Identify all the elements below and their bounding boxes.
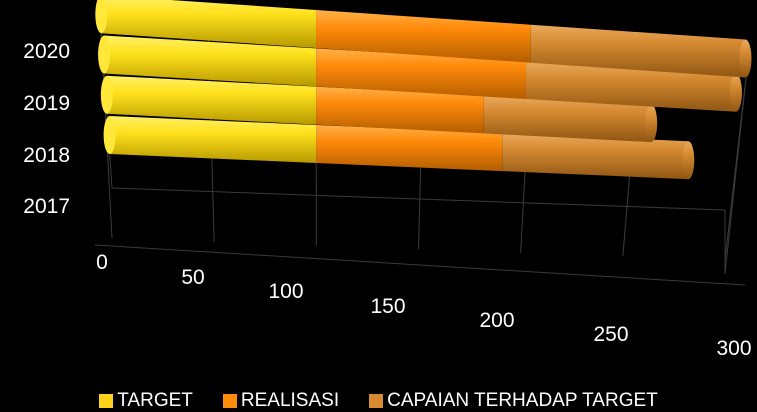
legend-label-capaian: CAPAIAN TERHADAP TARGET xyxy=(387,389,658,411)
bar-2018-capaian-terhadap-target xyxy=(526,61,736,112)
bar-start-cap-2020 xyxy=(103,116,116,154)
legend-swatch-target xyxy=(99,393,114,408)
bar-start-cap-2018 xyxy=(98,35,111,74)
x-tick-label-50: 50 xyxy=(181,266,204,289)
legend-label-realisasi: REALISASI xyxy=(240,389,340,411)
bar-end-cap-2018 xyxy=(729,73,742,112)
bar-2019-realisasi xyxy=(316,86,484,134)
x-tick-label-150: 150 xyxy=(370,295,405,318)
gridline-300 xyxy=(724,59,749,261)
legend-item-realisasi: REALISASI xyxy=(222,389,340,412)
x-tick-label-300: 300 xyxy=(716,337,751,360)
legend-item-target: TARGET xyxy=(99,390,193,412)
legend-swatch-realisasi xyxy=(222,393,237,408)
chart: 2017 2018 2019 2020 0 50 100 150 200 250 300 xyxy=(23,0,752,360)
floor-front-edge xyxy=(94,244,746,286)
x-tick-label-0: 0 xyxy=(96,251,108,274)
bar-2020-target xyxy=(109,116,317,163)
bar-start-cap-2019 xyxy=(100,75,113,114)
bar-2020-capaian-terhadap-target xyxy=(502,133,689,180)
bars xyxy=(95,0,752,180)
bar-2018-target xyxy=(104,35,317,87)
legend-swatch-capaian xyxy=(369,393,384,408)
y-tick-label-2020: 2020 xyxy=(23,40,70,63)
bar-2018-realisasi xyxy=(316,48,527,100)
bar-start-cap-2017 xyxy=(95,0,108,34)
y-tick-label-2017: 2017 xyxy=(23,195,70,218)
x-tick-label-200: 200 xyxy=(479,309,514,332)
y-tick-label-2018: 2018 xyxy=(23,144,70,167)
y-axis-labels: 2017 2018 2019 2020 xyxy=(23,40,70,218)
bar-2017-target xyxy=(101,0,317,48)
legend-item-capaian: CAPAIAN TERHADAP TARGET xyxy=(369,390,658,412)
bar-2020-realisasi xyxy=(316,125,503,172)
x-axis-labels: 0 50 100 150 200 250 300 xyxy=(96,251,751,360)
bar-end-cap-2020 xyxy=(682,141,695,180)
bar-2019-capaian-terhadap-target xyxy=(483,95,652,143)
bar-2017-capaian-terhadap-target xyxy=(530,24,746,78)
bar-2017-realisasi xyxy=(316,10,531,63)
x-tick-label-250: 250 xyxy=(593,323,628,346)
legend: TARGET REALISASI CAPAIAN TERHADAP TARGET xyxy=(0,389,757,412)
bar-end-cap-2019 xyxy=(645,104,658,143)
bar-2019-target xyxy=(106,75,317,125)
bar-end-cap-2017 xyxy=(739,39,752,78)
y-tick-label-2019: 2019 xyxy=(23,92,70,115)
legend-label-target: TARGET xyxy=(117,389,193,411)
x-tick-label-100: 100 xyxy=(268,280,303,303)
